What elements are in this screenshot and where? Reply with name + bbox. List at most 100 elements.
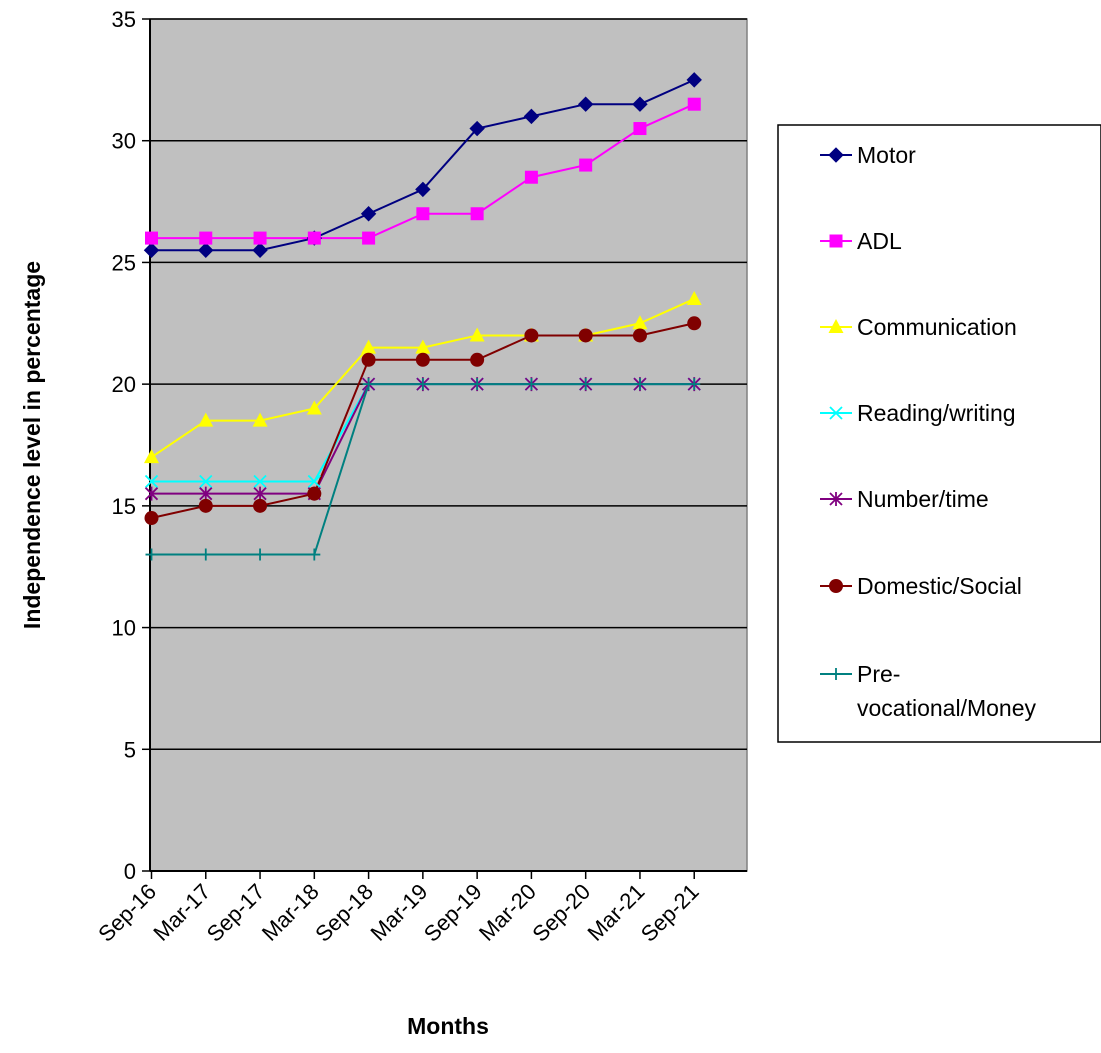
y-tick-label: 20 <box>112 372 136 397</box>
plot-area <box>149 18 748 872</box>
data-point-marker <box>829 234 843 248</box>
data-point-marker <box>828 319 844 333</box>
data-point-marker <box>144 511 159 526</box>
data-point-marker <box>199 231 213 245</box>
y-tick-label: 0 <box>124 859 136 884</box>
x-tick-label: Mar-17 <box>148 879 215 946</box>
data-point-marker <box>307 486 322 501</box>
x-tick-label: Mar-21 <box>583 879 650 946</box>
data-point-marker <box>362 231 376 245</box>
data-point-marker <box>686 72 702 88</box>
legend-label: vocational/Money <box>857 695 1036 721</box>
y-tick-label: 15 <box>112 494 136 519</box>
legend: Motor ADL Communication Reading/writing Numb… <box>777 124 1101 743</box>
y-tick-label: 30 <box>112 129 136 154</box>
x-tick-label: Mar-20 <box>474 879 541 946</box>
data-point-marker <box>469 327 485 342</box>
axes <box>149 19 747 872</box>
data-point-marker <box>145 548 158 561</box>
y-tick-label: 35 <box>112 7 136 32</box>
x-tick-label: Sep-18 <box>310 879 378 947</box>
x-axis-label: Months <box>407 1013 489 1039</box>
data-point-marker <box>577 96 594 112</box>
data-point-marker <box>415 352 430 367</box>
data-point-marker <box>199 474 213 489</box>
data-point-marker <box>524 170 538 184</box>
data-point-marker <box>523 108 540 125</box>
data-point-marker <box>307 474 321 489</box>
x-tick-label: Mar-19 <box>365 879 432 946</box>
data-point-marker <box>688 378 701 391</box>
legend-box <box>777 124 1101 743</box>
y-tick-label: 5 <box>124 737 136 762</box>
legend-label: Reading/writing <box>857 400 1016 426</box>
legend-label: Motor <box>857 142 916 168</box>
data-point-marker <box>198 498 213 513</box>
legend-label: Pre- <box>857 661 900 687</box>
y-tick-label: 10 <box>112 616 136 641</box>
data-point-marker <box>252 412 268 427</box>
legend-label: Number/time <box>857 486 989 512</box>
data-point-marker <box>632 315 648 330</box>
data-point-marker <box>254 548 267 561</box>
data-point-marker <box>828 147 844 163</box>
data-point-marker <box>199 548 212 561</box>
data-point-marker <box>361 339 377 354</box>
series-markers <box>143 72 702 561</box>
x-tick-label: Sep-17 <box>202 879 270 947</box>
data-point-marker <box>308 548 321 561</box>
data-point-marker <box>253 474 267 489</box>
data-point-marker <box>416 207 430 221</box>
x-tick-label: Sep-21 <box>636 879 704 947</box>
y-axis-ticks: 0 5 10 15 20 25 30 35 <box>112 7 150 884</box>
y-tick-label: 25 <box>112 250 136 275</box>
data-point-marker <box>830 668 842 680</box>
legend-label: ADL <box>857 228 902 254</box>
x-tick-label: Sep-19 <box>419 879 487 947</box>
data-point-marker <box>198 242 214 258</box>
data-point-marker <box>361 352 376 367</box>
data-point-marker <box>687 316 702 331</box>
data-point-marker <box>524 328 539 343</box>
data-point-marker <box>144 486 159 501</box>
legend-label: Domestic/Social <box>857 573 1022 599</box>
x-tick-label: Sep-20 <box>527 879 595 947</box>
data-point-marker <box>470 207 484 221</box>
data-point-marker <box>144 449 159 464</box>
data-point-marker <box>415 181 431 198</box>
data-point-marker <box>198 412 214 427</box>
data-point-marker <box>525 378 538 391</box>
data-point-marker <box>145 231 158 245</box>
data-point-marker <box>252 242 268 258</box>
data-point-marker <box>579 378 592 391</box>
data-point-marker <box>829 492 843 506</box>
data-point-marker <box>470 352 485 367</box>
data-point-marker <box>578 328 593 343</box>
data-point-marker <box>632 96 648 112</box>
data-point-marker <box>687 97 701 111</box>
data-point-marker <box>579 158 593 172</box>
data-point-marker <box>415 339 431 354</box>
x-axis-ticks: Sep-16Mar-17Sep-17Mar-18Sep-18Mar-19Sep-… <box>93 871 704 947</box>
data-point-marker <box>362 378 375 391</box>
x-tick-label: Sep-16 <box>93 879 161 947</box>
data-point-marker <box>360 206 377 222</box>
data-point-marker <box>144 474 159 489</box>
legend-label: Communication <box>857 314 1017 340</box>
data-point-marker <box>199 486 213 501</box>
data-point-marker <box>469 120 485 137</box>
data-point-marker <box>306 400 322 415</box>
data-point-marker <box>686 290 702 305</box>
data-point-marker <box>253 486 267 501</box>
data-point-marker <box>829 406 843 420</box>
data-point-marker <box>471 378 484 391</box>
data-point-marker <box>143 242 160 258</box>
data-point-marker <box>253 231 267 245</box>
y-axis-label: Independence level in percentage <box>19 261 45 629</box>
data-point-marker <box>253 498 268 513</box>
data-point-marker <box>633 122 647 136</box>
data-point-marker <box>307 231 321 245</box>
data-point-marker <box>416 378 429 391</box>
x-tick-label: Mar-18 <box>257 879 324 946</box>
